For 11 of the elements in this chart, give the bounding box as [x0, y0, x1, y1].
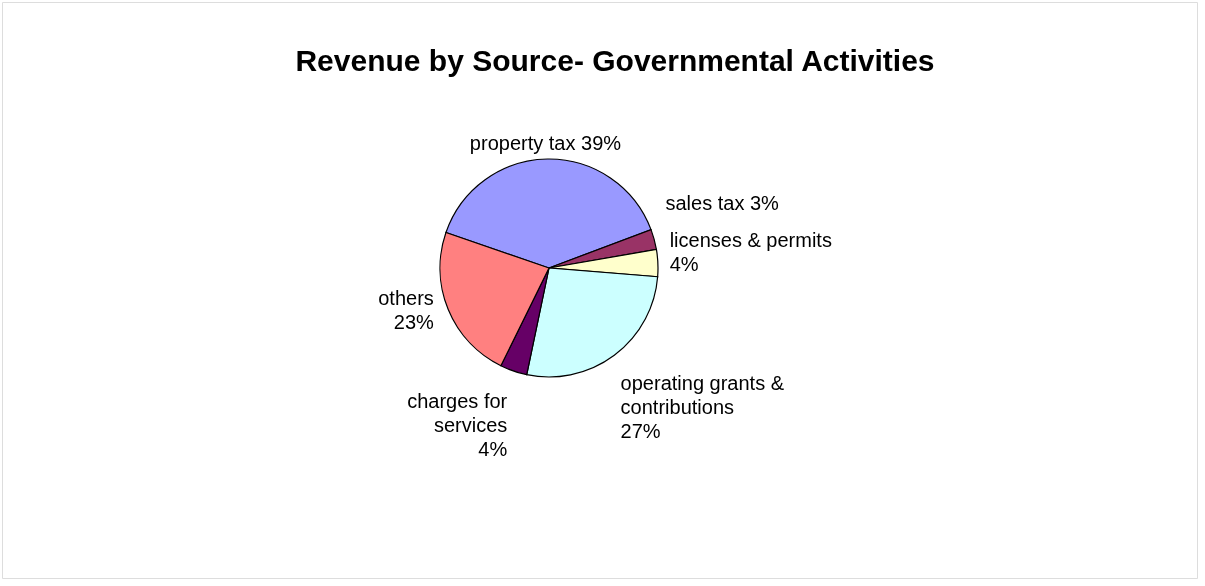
slice-label: licenses & permits: [669, 228, 832, 251]
slice-label: sales tax 3%: [665, 192, 780, 215]
chart-title: Revenue by Source- Governmental Activities: [295, 44, 935, 77]
data-label: 4%: [478, 437, 508, 460]
slice-label: others: [378, 286, 434, 309]
data-label: 4%: [669, 252, 699, 275]
slice-label: property tax 39%: [469, 132, 622, 155]
slice-label: operating grants & contributions: [620, 371, 785, 418]
data-label: 27%: [620, 419, 661, 442]
slice-label: charges for services: [407, 389, 508, 436]
data-label: 23%: [393, 310, 435, 333]
